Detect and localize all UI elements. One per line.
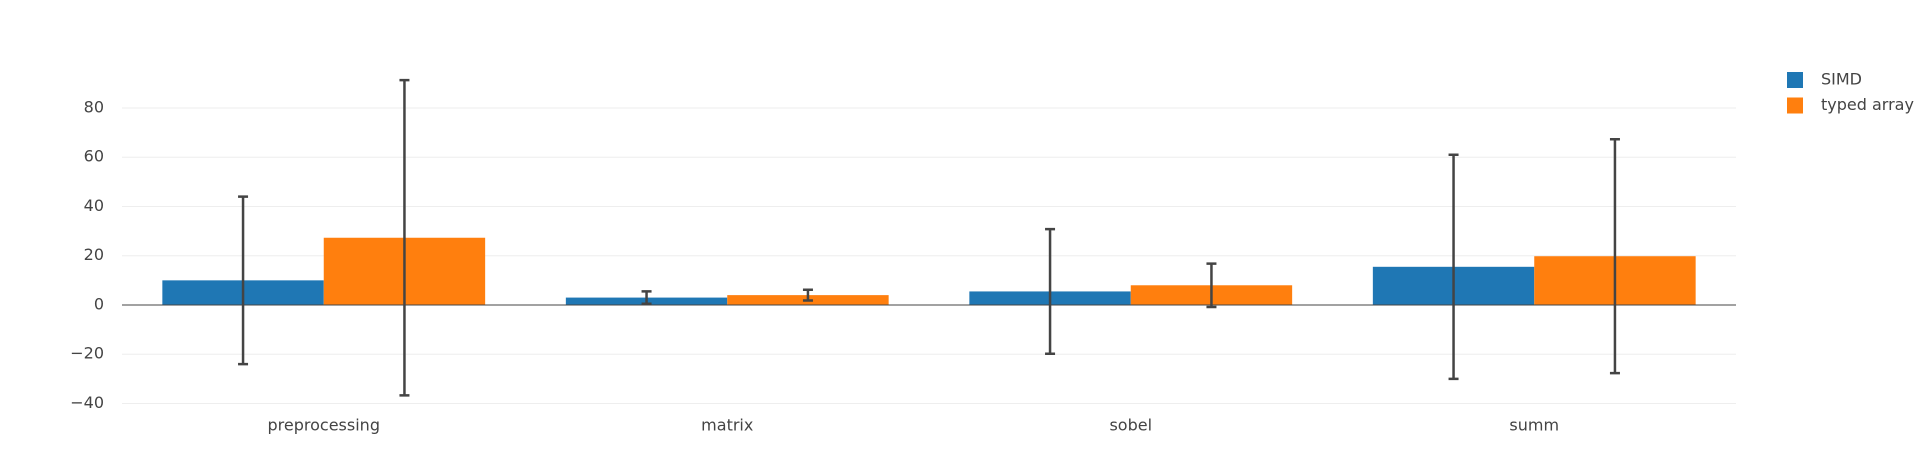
error-bar [238,195,249,366]
error-bar [1448,153,1459,381]
x-tick-label: sobel [1109,416,1152,435]
y-tick-label: −20 [70,344,104,363]
y-tick-label: −40 [70,393,104,412]
legend-swatch [1787,72,1803,88]
error-bar [399,78,410,397]
error-bar [802,288,813,302]
legend-label: SIMD [1821,70,1862,89]
error-bar [1609,137,1620,375]
y-tick-label: 20 [84,245,104,264]
legend-label: typed array [1821,95,1914,114]
y-tick-label: 80 [84,97,104,116]
error-bar [641,290,652,305]
error-bar [1045,227,1056,355]
y-tick-label: 60 [84,147,104,166]
error-bar [1206,262,1217,309]
x-tick-label: preprocessing [268,416,380,435]
x-tick-label: summ [1509,416,1559,435]
y-tick-label: 40 [84,196,104,215]
x-tick-label: matrix [701,416,753,435]
y-tick-label: 0 [94,294,104,313]
legend-swatch [1787,97,1803,114]
